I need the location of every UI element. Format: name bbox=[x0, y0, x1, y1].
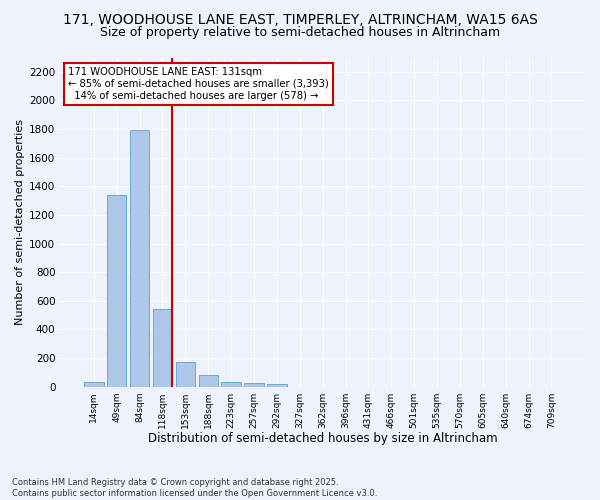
Bar bbox=[84, 382, 104, 386]
X-axis label: Distribution of semi-detached houses by size in Altrincham: Distribution of semi-detached houses by … bbox=[148, 432, 497, 445]
Bar bbox=[199, 375, 218, 386]
Bar bbox=[153, 310, 172, 386]
Bar bbox=[107, 195, 127, 386]
Text: Contains HM Land Registry data © Crown copyright and database right 2025.
Contai: Contains HM Land Registry data © Crown c… bbox=[12, 478, 377, 498]
Y-axis label: Number of semi-detached properties: Number of semi-detached properties bbox=[15, 119, 25, 325]
Text: Size of property relative to semi-detached houses in Altrincham: Size of property relative to semi-detach… bbox=[100, 26, 500, 39]
Bar bbox=[244, 382, 264, 386]
Bar bbox=[130, 130, 149, 386]
Text: 171 WOODHOUSE LANE EAST: 131sqm
← 85% of semi-detached houses are smaller (3,393: 171 WOODHOUSE LANE EAST: 131sqm ← 85% of… bbox=[68, 68, 329, 100]
Bar bbox=[176, 362, 195, 386]
Text: 171, WOODHOUSE LANE EAST, TIMPERLEY, ALTRINCHAM, WA15 6AS: 171, WOODHOUSE LANE EAST, TIMPERLEY, ALT… bbox=[62, 12, 538, 26]
Bar bbox=[267, 384, 287, 386]
Bar bbox=[221, 382, 241, 386]
